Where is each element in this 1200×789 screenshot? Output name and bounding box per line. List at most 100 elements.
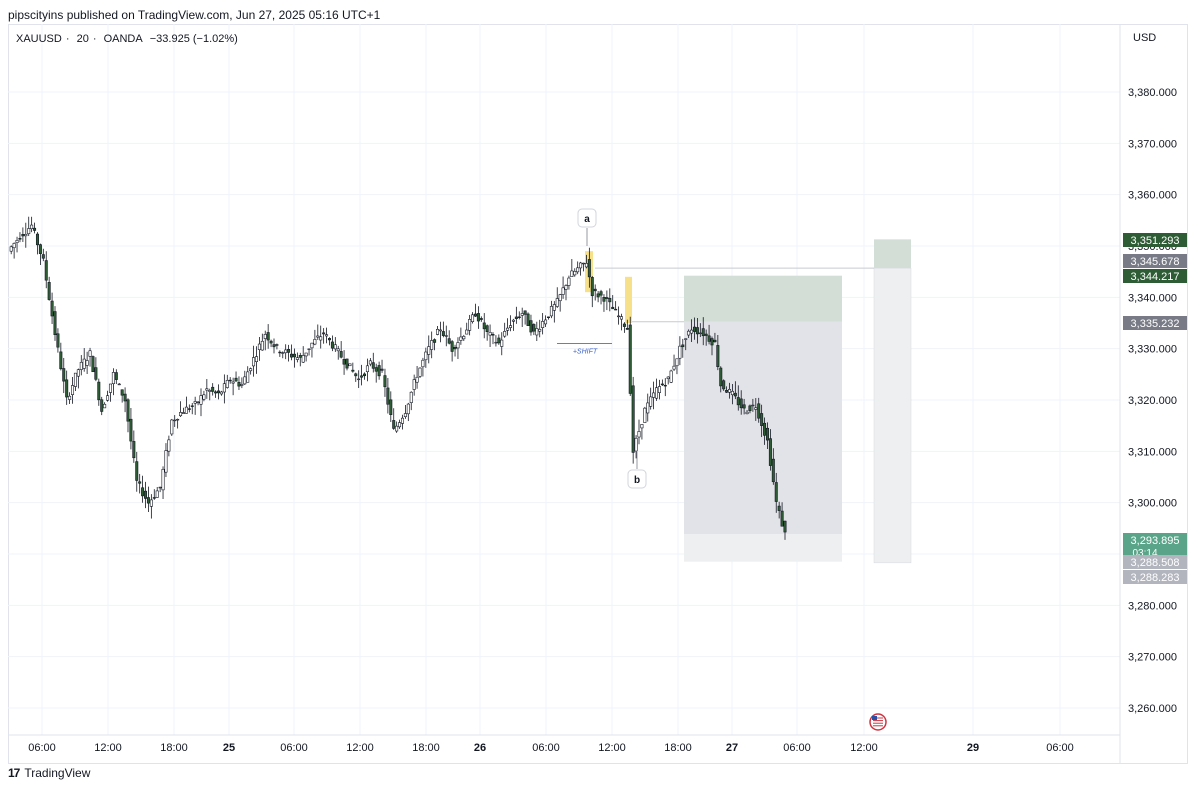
x-tick-label: 18:00: [160, 742, 188, 754]
x-tick-label: 29: [967, 742, 979, 754]
candle-body: [214, 391, 218, 394]
candle-body: [710, 338, 714, 346]
tradingview-brand: TradingView: [24, 766, 91, 780]
candle-body: [418, 367, 422, 377]
currency-label[interactable]: USD: [1133, 32, 1157, 44]
candle-body: [129, 418, 133, 442]
candle-body: [468, 319, 472, 331]
y-tick-label: 3,320.000: [1128, 395, 1177, 407]
candle-body: [488, 331, 492, 336]
candle-body: [56, 333, 60, 348]
candle-body: [725, 389, 729, 393]
candle-body: [552, 304, 556, 311]
x-tick-label: 26: [474, 742, 486, 754]
candle-body: [30, 224, 34, 229]
candle-body: [345, 358, 349, 369]
candle-body: [33, 227, 37, 231]
marker-b-label: b: [634, 475, 640, 486]
candle-body: [549, 306, 553, 317]
y-tick-label: 3,280.000: [1128, 600, 1177, 612]
candle-body: [219, 391, 223, 395]
candle-body: [351, 369, 355, 372]
candle-body: [608, 298, 612, 303]
candle-body: [266, 332, 270, 341]
candle-body: [780, 510, 784, 527]
candle-body: [538, 328, 542, 332]
candle-body: [690, 329, 694, 334]
candle-body: [637, 431, 641, 438]
candle-body: [728, 389, 732, 393]
candle-body: [476, 313, 480, 322]
candle-body: [760, 413, 764, 426]
candle-body: [15, 240, 19, 243]
candle-body: [222, 383, 226, 393]
candle-body: [50, 300, 54, 317]
y-tick-label: 3,300.000: [1128, 498, 1177, 510]
candle-body: [155, 490, 159, 498]
symbol-info[interactable]: XAUUSD · 20 · OANDA −33.925 (−1.02%): [16, 33, 242, 45]
candle-body: [380, 368, 384, 371]
candle-body: [479, 318, 483, 320]
candle-body: [313, 339, 317, 345]
candle-body: [246, 371, 250, 383]
symbol-ticker[interactable]: XAUUSD: [16, 33, 62, 45]
marker-a-label: a: [584, 214, 590, 225]
y-tick-label: 3,380.000: [1128, 87, 1177, 99]
candle-body: [68, 395, 72, 400]
candle-body: [655, 387, 659, 399]
candle-body: [389, 399, 393, 415]
candle-body: [406, 403, 410, 415]
candle-body: [85, 360, 89, 366]
candle-body: [745, 411, 749, 415]
candle-body: [526, 313, 530, 326]
candle-body: [176, 418, 180, 421]
candle-body: [617, 315, 621, 318]
chart-frame: [8, 24, 1188, 764]
price-label-text: 3,345.678: [1131, 256, 1180, 268]
candle-body: [47, 282, 51, 300]
candle-body: [386, 387, 390, 405]
candle-body: [628, 324, 632, 394]
candle-body: [173, 419, 177, 422]
symbol-interval[interactable]: 20: [76, 33, 89, 45]
candle-body: [596, 293, 600, 298]
candle-body: [310, 342, 314, 349]
candle-body: [546, 316, 550, 318]
candle-body: [485, 325, 489, 332]
candle-body: [336, 348, 340, 352]
price-label-text: 3,288.283: [1131, 572, 1180, 584]
y-tick-label: 3,310.000: [1128, 446, 1177, 458]
candle-body: [739, 398, 743, 409]
candle-body: [494, 341, 498, 344]
candle-body: [587, 259, 591, 278]
candle-body: [403, 413, 407, 418]
x-tick-label: 12:00: [850, 742, 878, 754]
candle-body: [751, 404, 755, 407]
candle-body: [138, 481, 142, 484]
candle-body: [450, 341, 454, 352]
price-label-bg: [1123, 254, 1187, 268]
candle-body: [41, 254, 45, 259]
candle-body: [436, 328, 440, 335]
candle-body: [62, 368, 66, 382]
candle-body: [272, 344, 276, 348]
x-tick-label: 06:00: [1046, 742, 1074, 754]
candle-body: [103, 403, 107, 409]
candle-body: [319, 336, 323, 341]
price-label-text: 3,335.232: [1131, 318, 1180, 330]
candle-body: [643, 407, 647, 423]
candle-body: [307, 348, 311, 350]
tradingview-logo[interactable]: 17 TradingView: [8, 766, 90, 780]
candle-body: [634, 437, 638, 452]
candle-body: [424, 351, 428, 361]
candle-body: [35, 233, 39, 246]
y-tick-label: 3,370.000: [1128, 138, 1177, 150]
candle-body: [754, 407, 758, 410]
candle-body: [295, 357, 299, 360]
candle-body: [94, 367, 98, 380]
y-tick-label: 3,360.000: [1128, 190, 1177, 202]
candle-body: [657, 386, 661, 393]
candle-body: [500, 339, 504, 347]
candle-body: [456, 342, 460, 349]
